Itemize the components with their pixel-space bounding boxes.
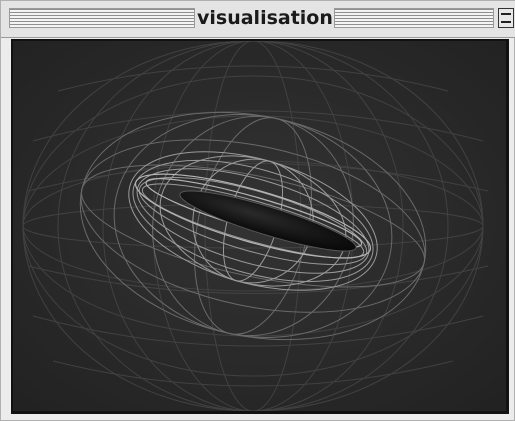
middle-shell-wireframe xyxy=(79,111,427,341)
collapse-line xyxy=(501,13,511,15)
collapse-box-icon[interactable] xyxy=(498,8,514,28)
collapse-line xyxy=(501,21,511,23)
title-bar-stripes-left xyxy=(9,8,195,28)
visualisation-viewport[interactable] xyxy=(11,39,506,411)
wireframe-render xyxy=(13,41,506,411)
window-title: visualisation xyxy=(197,7,333,29)
title-bar[interactable]: visualisation xyxy=(1,1,515,38)
viewport-shadow-right xyxy=(506,39,509,414)
viewport-shadow-bottom xyxy=(11,411,509,414)
core-disc xyxy=(179,190,357,252)
title-bar-stripes-right xyxy=(334,8,494,28)
